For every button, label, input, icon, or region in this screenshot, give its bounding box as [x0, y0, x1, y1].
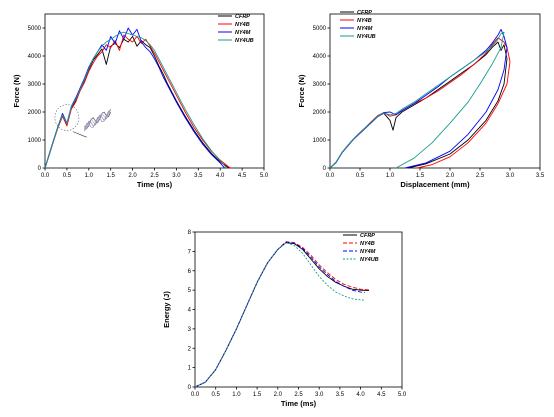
legend-label-cfrp: CFRP: [360, 233, 375, 239]
x-tick-label: 1.5: [416, 173, 425, 179]
chart-3: 0.0 0.5 1.0 1.5 2.0 2.5 3.0 3.5 4.0 4.5 5.0 0 1 2 3 4 5 6…: [162, 230, 407, 408]
x-axis-label: Displacement (mm): [400, 180, 470, 189]
series-line-cfrp: [44, 35, 230, 169]
legend-label-ny4m: NY4M: [360, 249, 376, 255]
zoom-pointer: [72, 131, 87, 138]
x-tick-label: 2.5: [150, 173, 159, 179]
x-tick-label: 3.5: [194, 173, 203, 179]
x-tick-label: 4.0: [216, 173, 225, 179]
legend-label-ny4b: NY4B: [235, 22, 250, 28]
y-tick-label: 1000: [313, 138, 327, 144]
x-axis-label: Time (ms): [281, 399, 317, 408]
x-tick-label: 2.0: [274, 392, 283, 398]
series-line-ny4m: [194, 241, 365, 388]
y-tick-label: 1000: [28, 138, 42, 144]
plot-frame: [329, 13, 541, 169]
x-tick-label: 4.5: [377, 392, 386, 398]
y-tick-label: 3: [188, 327, 192, 333]
y-tick-label: 0: [38, 166, 42, 172]
y-tick-label: 7: [188, 249, 192, 255]
y-tick-label: 2000: [313, 110, 327, 116]
x-tick-label: 2.0: [446, 173, 455, 179]
y-tick-label: 5: [188, 288, 192, 294]
x-tick-label: 1.0: [386, 173, 395, 179]
y-tick-label: 1: [188, 366, 192, 372]
x-tick-label: 0.5: [356, 173, 365, 179]
series-line-ny4ub: [329, 31, 505, 169]
x-tick-label: 0.0: [326, 173, 335, 179]
y-tick-label: 0: [323, 166, 327, 172]
series-line-cfrp: [194, 242, 369, 388]
y-tick-label: 5000: [313, 26, 327, 32]
series-line-ny4m: [44, 27, 225, 169]
x-tick-label: 1.0: [85, 173, 94, 179]
x-tick-label: 4.0: [356, 392, 365, 398]
x-tick-label: 2.5: [294, 392, 303, 398]
plot-frame: [194, 231, 403, 388]
legend-label-ny4ub: NY4UB: [360, 257, 379, 263]
plot-frame: [44, 13, 265, 169]
y-tick-label: 4000: [28, 54, 42, 60]
series-line-ny4ub: [44, 31, 228, 169]
x-tick-label: 0.5: [212, 392, 221, 398]
x-tick-label: 3.5: [536, 173, 545, 179]
y-axis-label: Energy (J): [162, 291, 171, 328]
x-tick-label: 1.5: [107, 173, 116, 179]
y-tick-label: 8: [188, 230, 192, 236]
legend-label-ny4ub: NY4UB: [357, 34, 376, 40]
legend-label-ny4m: NY4M: [235, 30, 251, 36]
y-tick-label: 2: [188, 346, 192, 352]
y-tick-label: 2000: [28, 110, 42, 116]
x-axis-label: Time (ms): [137, 180, 173, 189]
y-tick-label: 6: [188, 269, 192, 275]
y-tick-label: 3000: [313, 82, 327, 88]
series-line-cfrp: [329, 41, 508, 169]
x-tick-label: 3.0: [315, 392, 324, 398]
series-line-ny4ub: [194, 242, 365, 388]
y-tick-label: 3000: [28, 82, 42, 88]
chart-1: 0.0 0.5 1.0 1.5 2.0 2.5 3.0 3.5 4.0 4.5 5.0 0 1000 20…: [12, 13, 269, 189]
inset-curve: [84, 110, 112, 130]
legend-label-ny4b: NY4B: [357, 18, 372, 24]
y-tick-label: 0: [188, 385, 192, 391]
legend-label-cfrp: CFRP: [357, 10, 372, 16]
x-tick-label: 0.0: [41, 173, 50, 179]
legend-label-ny4ub: NY4UB: [235, 38, 254, 44]
x-tick-label: 5.0: [398, 392, 407, 398]
x-tick-label: 4.5: [238, 173, 247, 179]
y-tick-label: 4000: [313, 54, 327, 60]
y-tick-label: 5000: [28, 26, 42, 32]
x-tick-label: 5.0: [260, 173, 269, 179]
series-line-ny4b: [194, 241, 371, 388]
x-tick-label: 2.0: [128, 173, 137, 179]
x-tick-label: 1.0: [232, 392, 241, 398]
inset-curve: [84, 109, 112, 131]
y-axis-label: Force (N): [297, 74, 306, 107]
legend-label-ny4b: NY4B: [360, 241, 375, 247]
x-tick-label: 3.5: [336, 392, 345, 398]
inset-curve: [84, 109, 112, 132]
zoom-inset: [54, 104, 112, 138]
series-line-ny4b: [44, 34, 232, 169]
x-tick-label: 3.0: [172, 173, 181, 179]
x-tick-label: 3.0: [506, 173, 515, 179]
y-axis-label: Force (N): [12, 74, 21, 107]
x-tick-label: 2.5: [476, 173, 485, 179]
legend-label-cfrp: CFRP: [235, 14, 250, 20]
y-tick-label: 4: [188, 308, 192, 314]
x-tick-label: 1.5: [253, 392, 262, 398]
zoom-circle: [54, 104, 80, 131]
legend-label-ny4m: NY4M: [357, 26, 373, 32]
x-tick-label: 0.5: [63, 173, 72, 179]
x-tick-label: 0.0: [191, 392, 200, 398]
chart-2: 0.0 0.5 1.0 1.5 2.0 2.5 3.0 3.5 0 1000 2000 3000 400…: [297, 10, 545, 189]
